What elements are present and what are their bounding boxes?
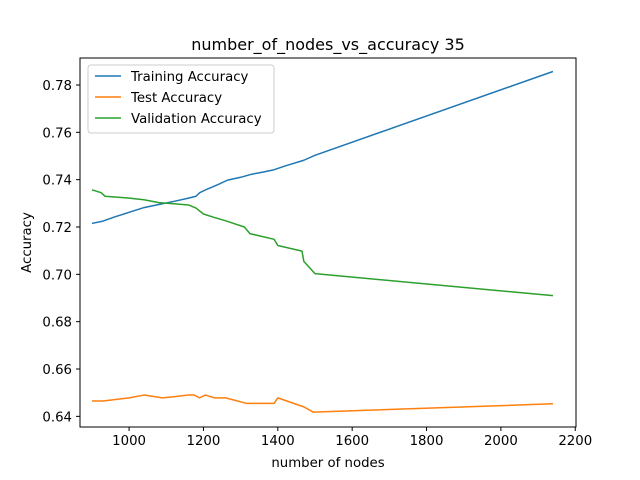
y-axis: 0.64 0.66 0.68 0.70 0.72 0.74 0.76 0.78 [42,79,80,425]
legend-entry: Validation Accuracy [131,112,262,127]
series-layer [91,70,554,413]
legend-entry: Training Accuracy [130,70,249,85]
x-tick-label: 2000 [484,434,518,449]
legend-entry: Test Accuracy [130,91,222,106]
x-tick-label: 1200 [187,434,221,449]
chart-title: number_of_nodes_vs_accuracy 35 [191,35,465,55]
y-tick-label: 0.70 [42,268,72,283]
series-line-1 [91,394,553,413]
y-tick-label: 0.74 [42,174,72,189]
x-tick-label: 1000 [112,434,146,449]
plot-frame [79,57,577,428]
y-tick-label: 0.78 [42,79,72,94]
series-line-2 [91,189,554,297]
y-tick-label: 0.76 [42,126,72,141]
x-tick-label: 1400 [261,434,295,449]
y-tick-label: 0.68 [42,316,72,331]
y-axis-label: Accuracy [20,212,35,273]
series-line-0 [91,70,554,225]
y-tick-label: 0.64 [42,410,72,425]
x-axis-label: number of nodes [271,456,384,471]
y-tick-label: 0.66 [42,363,72,378]
legend: Training Accuracy Test Accuracy Validation… [87,64,275,134]
x-tick-label: 1600 [335,434,369,449]
x-tick-label: 2200 [558,434,592,449]
y-tick-label: 0.72 [42,221,72,236]
x-tick-label: 1800 [410,434,444,449]
x-axis: 1000 1200 1400 1600 1800 2000 2200 [112,427,592,449]
legend-box [87,64,275,134]
